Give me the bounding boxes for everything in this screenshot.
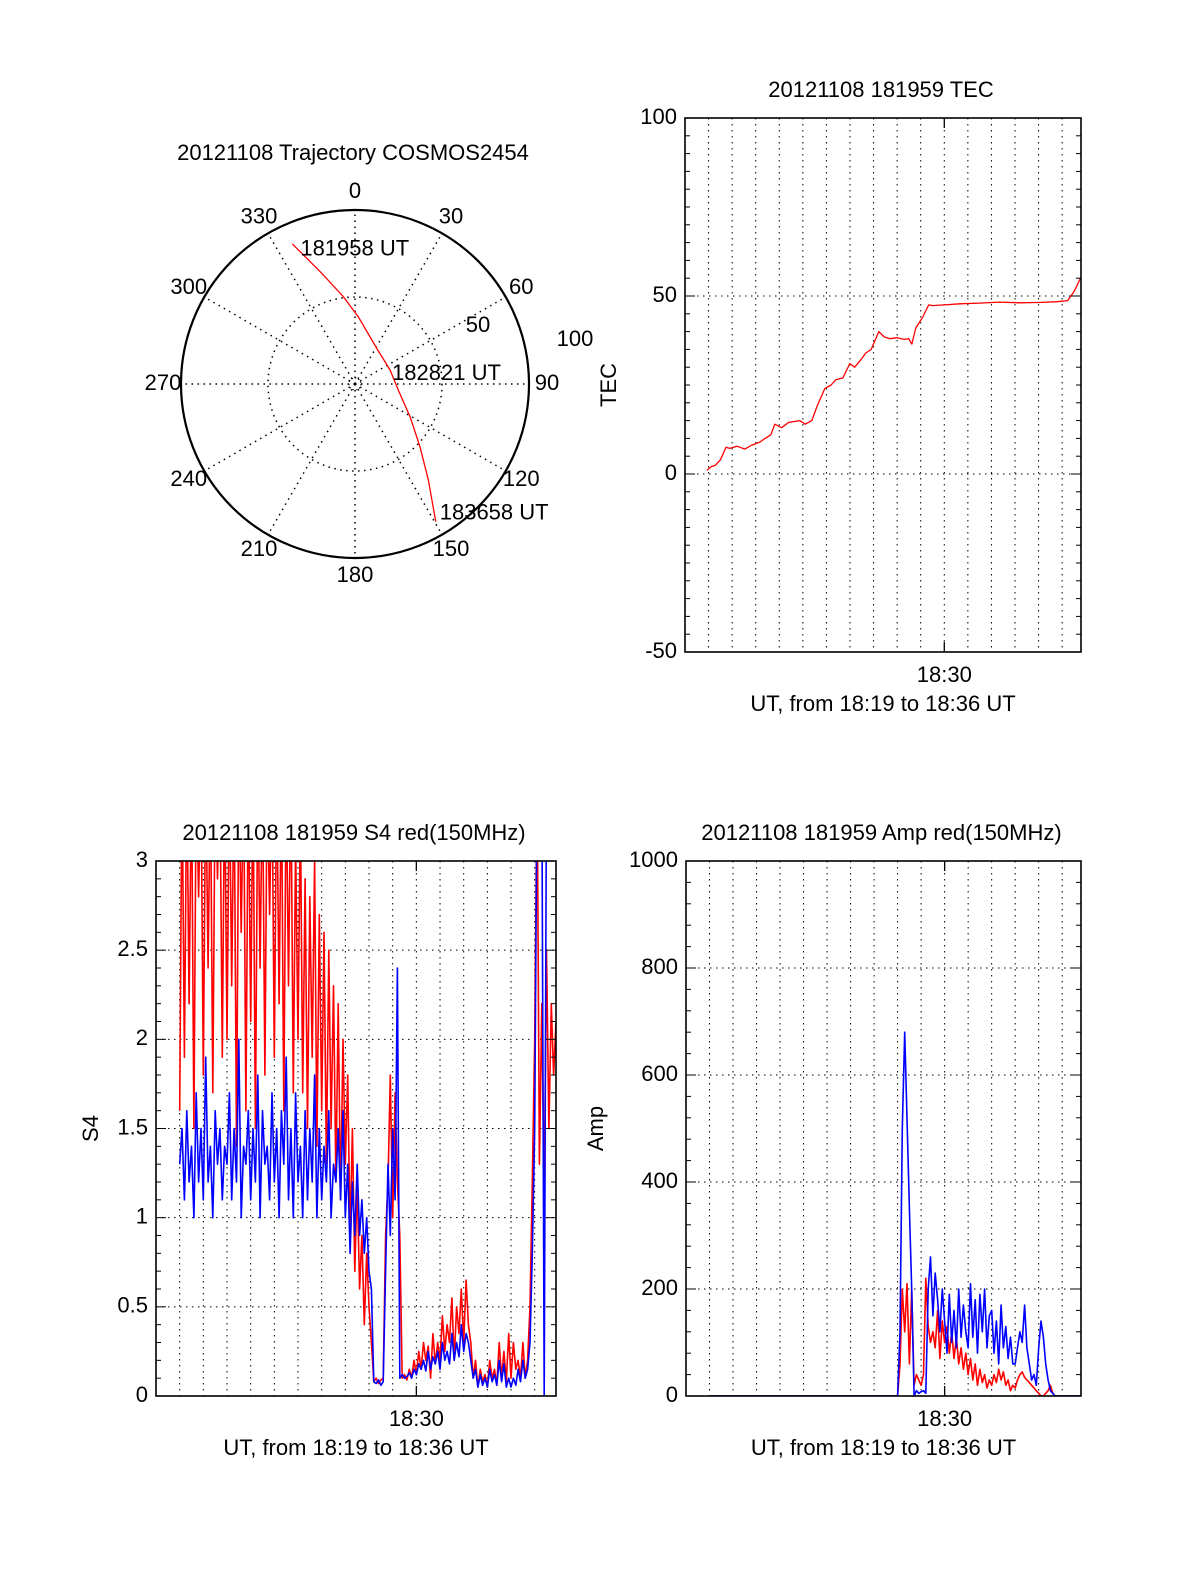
y-tick-label: 800 [641, 954, 678, 979]
y-tick-label: 1000 [629, 847, 678, 872]
y-tick-label: 1.5 [117, 1114, 148, 1139]
s4-series-group [178, 861, 556, 1396]
polar-angle-label: 90 [535, 370, 559, 395]
polar-angle-label: 60 [509, 274, 533, 299]
polar-spoke [354, 296, 507, 385]
y-tick-label: 50 [653, 282, 677, 307]
trajectory-time-label: 183658 UT [440, 499, 549, 524]
polar-spoke [203, 383, 356, 472]
s4-plot: 0 0.5 1 1.5 2 2.5 3 18:30 UT, from 18:19 to 18:3… [78, 820, 557, 1460]
x-tick-label: 18:30 [917, 662, 972, 687]
polar-spoke [354, 383, 443, 536]
polar-angle-label: 150 [433, 536, 470, 561]
y-tick-label: 2 [136, 1025, 148, 1050]
polar-angle-label: 330 [241, 204, 278, 229]
trajectory-time-label: 181958 UT [300, 236, 409, 261]
polar-angle-label: 210 [241, 536, 278, 561]
amp-series-group [709, 1031, 1081, 1396]
x-tick-label: 18:30 [917, 1406, 972, 1431]
polar-angle-label: 240 [170, 466, 207, 491]
amp-y-axis-label: Amp [583, 1106, 608, 1151]
polar-spoke [354, 232, 443, 385]
polar-plot: 20121108 Trajectory COSMOS2454 0 30 60 90 120… [145, 140, 594, 587]
polar-ring-label: 100 [557, 326, 594, 351]
polar-outer-ring [179, 208, 531, 560]
tec-y-axis-label: TEC [596, 363, 621, 407]
s4-series-line [178, 861, 556, 1388]
tec-plot: -50 0 50 100 18:30 UT, from 18:19 to 18:36 UT… [596, 77, 1082, 716]
trajectory-line [291, 243, 437, 522]
tec-x-axis-label: UT, from 18:19 to 18:36 UT [750, 691, 1015, 716]
x-tick-label: 18:30 [389, 1406, 444, 1431]
y-tick-label: -50 [645, 638, 677, 663]
amp-series-line [709, 1031, 1081, 1396]
y-tick-label: 100 [640, 104, 677, 129]
polar-spoke [354, 383, 507, 472]
tec-title: 20121108 181959 TEC [768, 77, 994, 102]
polar-angle-label: 270 [145, 370, 182, 395]
polar-angle-label: 0 [349, 178, 361, 203]
amp-plot: 0 200 400 600 800 1000 18:30 UT, from 18:19 to … [583, 820, 1082, 1460]
polar-spoke [267, 232, 356, 385]
polar-ring-label: 50 [466, 312, 490, 337]
polar-angle-label: 300 [170, 274, 207, 299]
polar-center-marker [348, 377, 362, 391]
y-tick-label: 2.5 [117, 936, 148, 961]
y-tick-label: 0 [665, 460, 677, 485]
polar-ring [267, 296, 443, 472]
polar-title: 20121108 Trajectory COSMOS2454 [177, 140, 529, 165]
y-tick-label: 1 [136, 1203, 148, 1228]
tec-series-line [706, 277, 1081, 471]
amp-title: 20121108 181959 Amp red(150MHz) [701, 820, 1061, 845]
amp-series-line [709, 1277, 1081, 1396]
s4-title: 20121108 181959 S4 red(150MHz) [182, 820, 525, 845]
polar-spoke [267, 383, 356, 536]
polar-spoke [203, 296, 356, 385]
y-tick-label: 200 [641, 1275, 678, 1300]
polar-angle-label: 30 [439, 204, 463, 229]
y-tick-label: 3 [136, 847, 148, 872]
polar-angle-label: 120 [503, 466, 540, 491]
tec-axes-frame [684, 117, 1082, 653]
tec-series-group [706, 277, 1081, 471]
s4-y-axis-label: S4 [78, 1115, 103, 1142]
polar-angle-label: 180 [337, 562, 374, 587]
amp-x-axis-label: UT, from 18:19 to 18:36 UT [751, 1435, 1016, 1460]
y-tick-label: 0.5 [117, 1293, 148, 1318]
s4-series-line [178, 861, 547, 1396]
amp-axes-frame [685, 860, 1082, 1397]
s4-x-axis-label: UT, from 18:19 to 18:36 UT [223, 1435, 488, 1460]
y-tick-label: 400 [641, 1168, 678, 1193]
trajectory-time-label: 182821 UT [392, 360, 501, 385]
y-tick-label: 600 [641, 1061, 678, 1086]
y-tick-label: 0 [136, 1382, 148, 1407]
y-tick-label: 0 [666, 1382, 678, 1407]
